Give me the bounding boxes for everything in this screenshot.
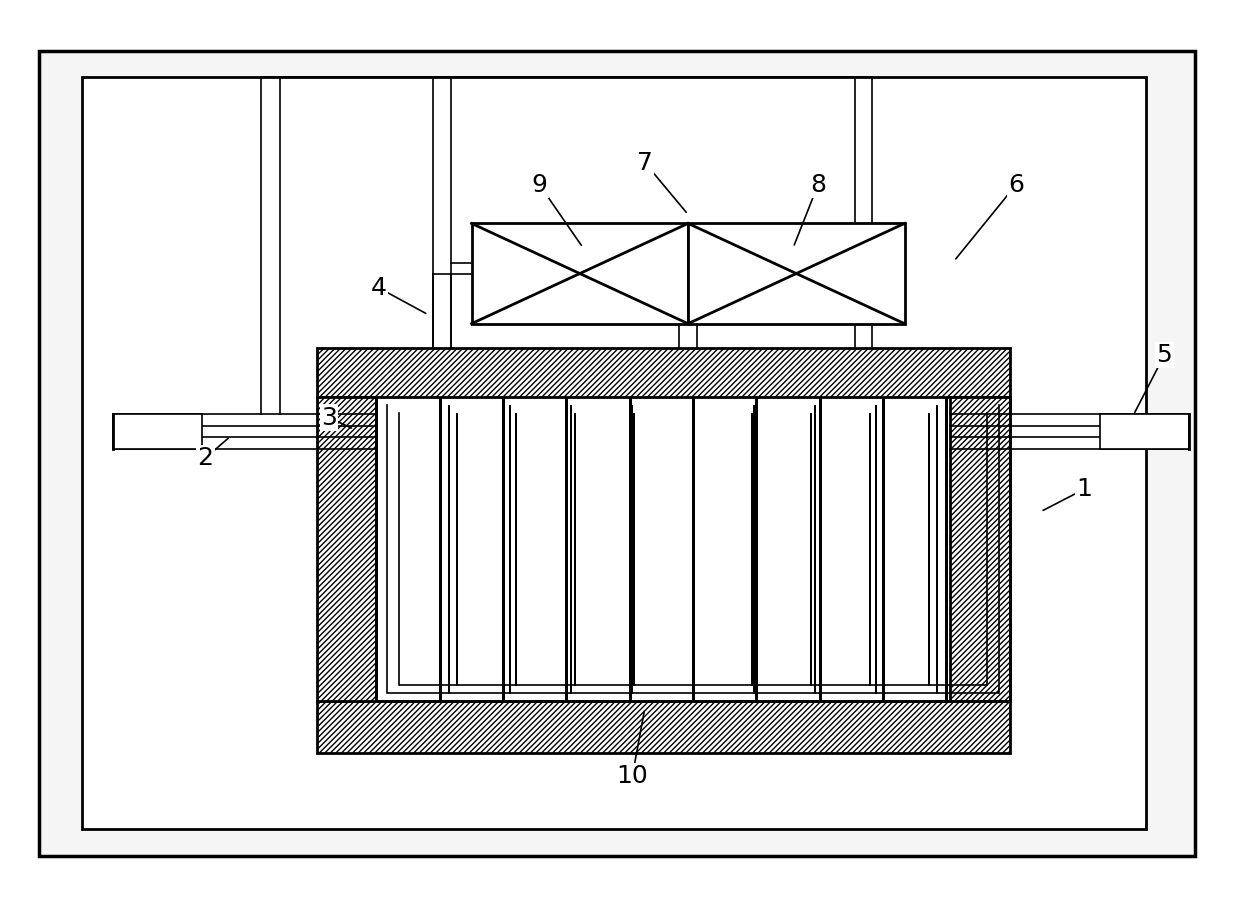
Bar [471, 224, 688, 323]
Bar [688, 224, 904, 323]
Text: 4: 4 [371, 276, 387, 300]
Bar [317, 348, 1009, 397]
Bar [1100, 414, 1189, 449]
Text: 5: 5 [1157, 343, 1172, 367]
Text: 2: 2 [197, 446, 213, 470]
Bar [317, 701, 1009, 753]
Text: 10: 10 [616, 764, 649, 788]
Text: 3: 3 [321, 406, 337, 429]
Bar [82, 77, 1146, 830]
Text: 9: 9 [532, 173, 548, 197]
Text: 1: 1 [1076, 477, 1092, 501]
Text: 7: 7 [637, 151, 652, 174]
Bar [950, 397, 1009, 701]
Bar [113, 414, 202, 449]
Text: 8: 8 [810, 173, 826, 197]
Bar [317, 397, 376, 701]
Text: 6: 6 [1008, 173, 1024, 197]
